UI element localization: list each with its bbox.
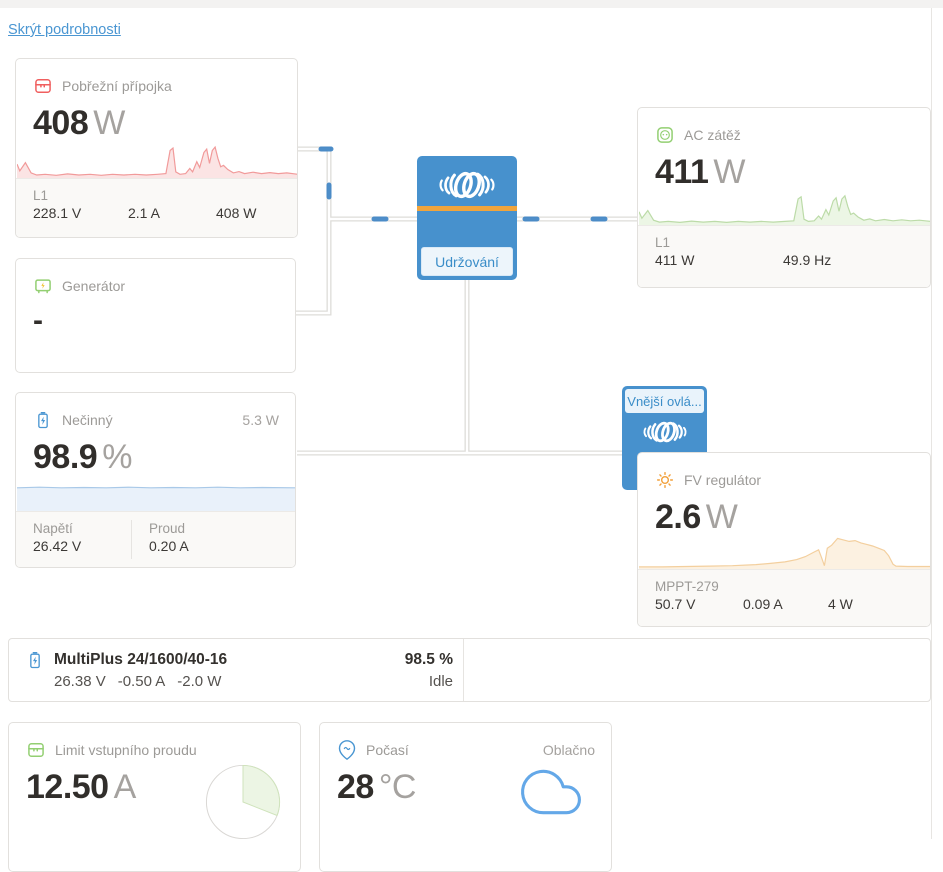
card-title: Limit vstupního proudu [55, 742, 197, 758]
pv-power-value: 2.6 W [655, 498, 738, 536]
input-limit-value: 12.50 A [26, 768, 136, 806]
card-title: Počasí [366, 742, 409, 758]
multiplus-soc: 98.5 % [404, 651, 453, 668]
multiplus-summary-row[interactable]: MultiPlus 24/1600/40-16 98.5 % 26.38 V -… [8, 638, 931, 702]
pv-power: 4 W [828, 596, 853, 612]
shore-l1-power: 408 W [216, 205, 257, 221]
card-input-current-limit[interactable]: Limit vstupního proudu 12.50 A [8, 722, 301, 872]
weather-temperature: 28 °C [337, 768, 416, 806]
hide-details-link[interactable]: Skrýt podrobnosti [8, 22, 121, 38]
card-generator[interactable]: Generátor - [15, 258, 296, 373]
top-band [0, 0, 943, 8]
battery-sparkline [17, 486, 295, 511]
weather-pin-icon [338, 740, 356, 760]
sun-icon [656, 471, 674, 489]
inverter-status-label: Udržování [421, 247, 513, 276]
pv-sparkline [639, 537, 930, 569]
shore-l1-current: 2.1 A [128, 205, 160, 221]
ac-load-value: 411 W [655, 153, 745, 191]
card-ac-load[interactable]: AC zátěž 411 W L1 411 W 49.9 Hz [637, 107, 931, 288]
battery-icon [30, 652, 40, 669]
battery-icon [38, 412, 48, 429]
input-limit-pie-chart [205, 764, 281, 840]
shore-power-icon [35, 79, 51, 93]
multiplus-state: Idle [428, 673, 453, 690]
multiplus-voltage: 26.38 V [54, 673, 106, 690]
shore-sparkline [17, 145, 297, 178]
pv-footer: MPPT-279 50.7 V 0.09 A 4 W [638, 569, 930, 626]
card-weather[interactable]: Počasí Oblačno 28 °C [319, 722, 612, 872]
multiplus-cell: MultiPlus 24/1600/40-16 98.5 % 26.38 V -… [9, 639, 464, 701]
input-limit-plug-icon [28, 743, 44, 757]
pv-tracker-name: MPPT-279 [655, 579, 719, 594]
generator-value: - [33, 304, 43, 337]
card-title: AC zátěž [684, 127, 741, 143]
inverter-orange-stripe [417, 206, 517, 211]
multiplus-power: -2.0 W [177, 673, 222, 690]
card-title: Generátor [62, 278, 126, 294]
generator-icon [35, 279, 51, 294]
pv-current: 0.09 A [743, 596, 783, 612]
weather-condition: Oblačno [542, 742, 595, 758]
ac-load-sparkline [639, 194, 930, 225]
multiplus-title: MultiPlus 24/1600/40-16 [54, 651, 228, 668]
card-title: Nečinný [62, 412, 113, 428]
shore-l1-voltage: 228.1 V [33, 205, 82, 221]
pv-voltage: 50.7 V [655, 596, 696, 612]
footer-divider [131, 520, 132, 559]
content-right-edge [931, 8, 932, 839]
inverter-device-box[interactable]: Udržování [417, 156, 517, 280]
battery-voltage-col: Napětí 26.42 V [33, 521, 82, 554]
victron-logo [439, 171, 495, 199]
multiplus-empty-cell [464, 639, 930, 701]
shore-footer: L1 228.1 V 2.1 A 408 W [16, 178, 297, 237]
cloud-icon [521, 769, 581, 815]
card-title: FV regulátor [684, 472, 762, 488]
mppt-mode-label: Vnější ovlá... [625, 389, 704, 413]
system-wiring-diagram [296, 146, 637, 456]
ac-load-l1-power: 411 W [655, 252, 695, 268]
card-pv-charger[interactable]: FV regulátor 2.6 W MPPT-279 50.7 V 0.09 A… [637, 452, 931, 627]
wire-current-dashes [318, 146, 608, 222]
multiplus-current: -0.50 A [117, 673, 166, 690]
card-shore-connection[interactable]: Pobřežní přípojka 408 W L1 228.1 V 2.1 A … [15, 58, 298, 238]
card-battery[interactable]: Nečinný 5.3 W 98.9% Napětí 26.42 V Proud… [15, 392, 296, 568]
battery-power-badge: 5.3 W [242, 412, 279, 428]
battery-current-col: Proud 0.20 A [149, 521, 189, 554]
victron-logo-small [643, 421, 687, 443]
wire-cores [296, 147, 637, 455]
card-title: Pobřežní přípojka [62, 78, 172, 94]
battery-footer: Napětí 26.42 V Proud 0.20 A [16, 511, 295, 567]
shore-power-value: 408 W [33, 104, 125, 142]
ac-load-footer: L1 411 W 49.9 Hz [638, 225, 930, 287]
ac-load-frequency: 49.9 Hz [783, 252, 832, 268]
battery-soc-value: 98.9% [33, 438, 132, 476]
ac-socket-icon [657, 127, 673, 143]
